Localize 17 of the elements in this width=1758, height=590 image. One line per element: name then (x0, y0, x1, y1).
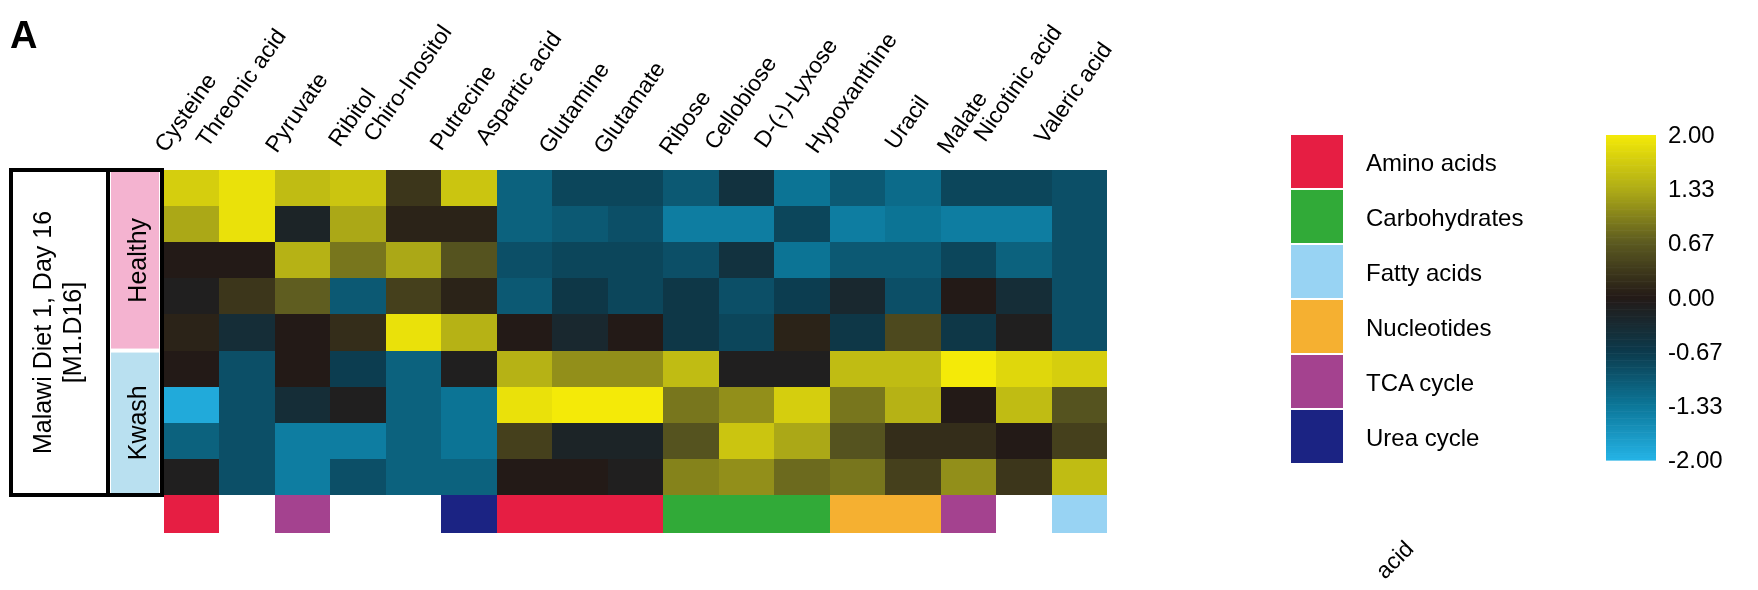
text: Kwash (123, 385, 151, 461)
category-label: Amino acids (1366, 149, 1497, 176)
color-bar-label: 0.67 (1668, 229, 1715, 257)
category-label: TCA cycle (1366, 369, 1475, 396)
color-bar-label: 0.00 (1668, 283, 1715, 311)
category-label: Fatty acids (1366, 259, 1483, 286)
y-axis-title: Malawi Diet 1, Day 16 [M1.D16] (27, 210, 86, 455)
category-label: Urea cycle (1366, 424, 1480, 451)
color-bar-label: -1.33 (1668, 391, 1723, 419)
category-label: Nucleotides (1366, 314, 1492, 341)
text: Healthy (123, 217, 151, 303)
color-bar-label: -0.67 (1668, 337, 1723, 365)
color-bar-label: -2.00 (1668, 446, 1723, 473)
category-label: Carbohydrates (1366, 204, 1524, 231)
color-bar-label: 2.00 (1668, 121, 1715, 148)
color-bar-label: 1.33 (1668, 175, 1715, 203)
chart-title: A (10, 14, 38, 56)
